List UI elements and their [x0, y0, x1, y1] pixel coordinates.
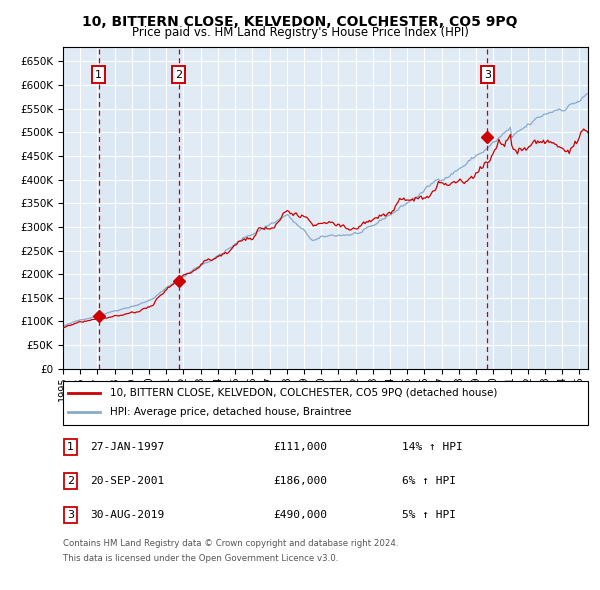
Text: 14% ↑ HPI: 14% ↑ HPI [402, 442, 463, 451]
Text: 2: 2 [67, 476, 74, 486]
Text: 3: 3 [67, 510, 74, 520]
Text: 20-SEP-2001: 20-SEP-2001 [90, 476, 164, 486]
Text: 30-AUG-2019: 30-AUG-2019 [90, 510, 164, 520]
Bar [179, 47, 487, 369]
Text: 2: 2 [175, 70, 182, 80]
FancyBboxPatch shape [63, 381, 588, 425]
Bar [63, 47, 98, 369]
Text: £490,000: £490,000 [273, 510, 327, 520]
Text: Contains HM Land Registry data © Crown copyright and database right 2024.: Contains HM Land Registry data © Crown c… [63, 539, 398, 548]
Text: 3: 3 [484, 70, 491, 80]
Text: Price paid vs. HM Land Registry's House Price Index (HPI): Price paid vs. HM Land Registry's House … [131, 26, 469, 39]
Text: £111,000: £111,000 [273, 442, 327, 451]
Text: 1: 1 [67, 442, 74, 451]
Text: 10, BITTERN CLOSE, KELVEDON, COLCHESTER, CO5 9PQ: 10, BITTERN CLOSE, KELVEDON, COLCHESTER,… [82, 15, 518, 29]
Text: 6% ↑ HPI: 6% ↑ HPI [402, 476, 456, 486]
Text: £186,000: £186,000 [273, 476, 327, 486]
Text: 10, BITTERN CLOSE, KELVEDON, COLCHESTER, CO5 9PQ (detached house): 10, BITTERN CLOSE, KELVEDON, COLCHESTER,… [110, 388, 497, 398]
Text: 27-JAN-1997: 27-JAN-1997 [90, 442, 164, 451]
Text: HPI: Average price, detached house, Braintree: HPI: Average price, detached house, Brai… [110, 408, 352, 417]
Text: 1: 1 [95, 70, 102, 80]
Text: This data is licensed under the Open Government Licence v3.0.: This data is licensed under the Open Gov… [63, 554, 338, 563]
Text: 5% ↑ HPI: 5% ↑ HPI [402, 510, 456, 520]
